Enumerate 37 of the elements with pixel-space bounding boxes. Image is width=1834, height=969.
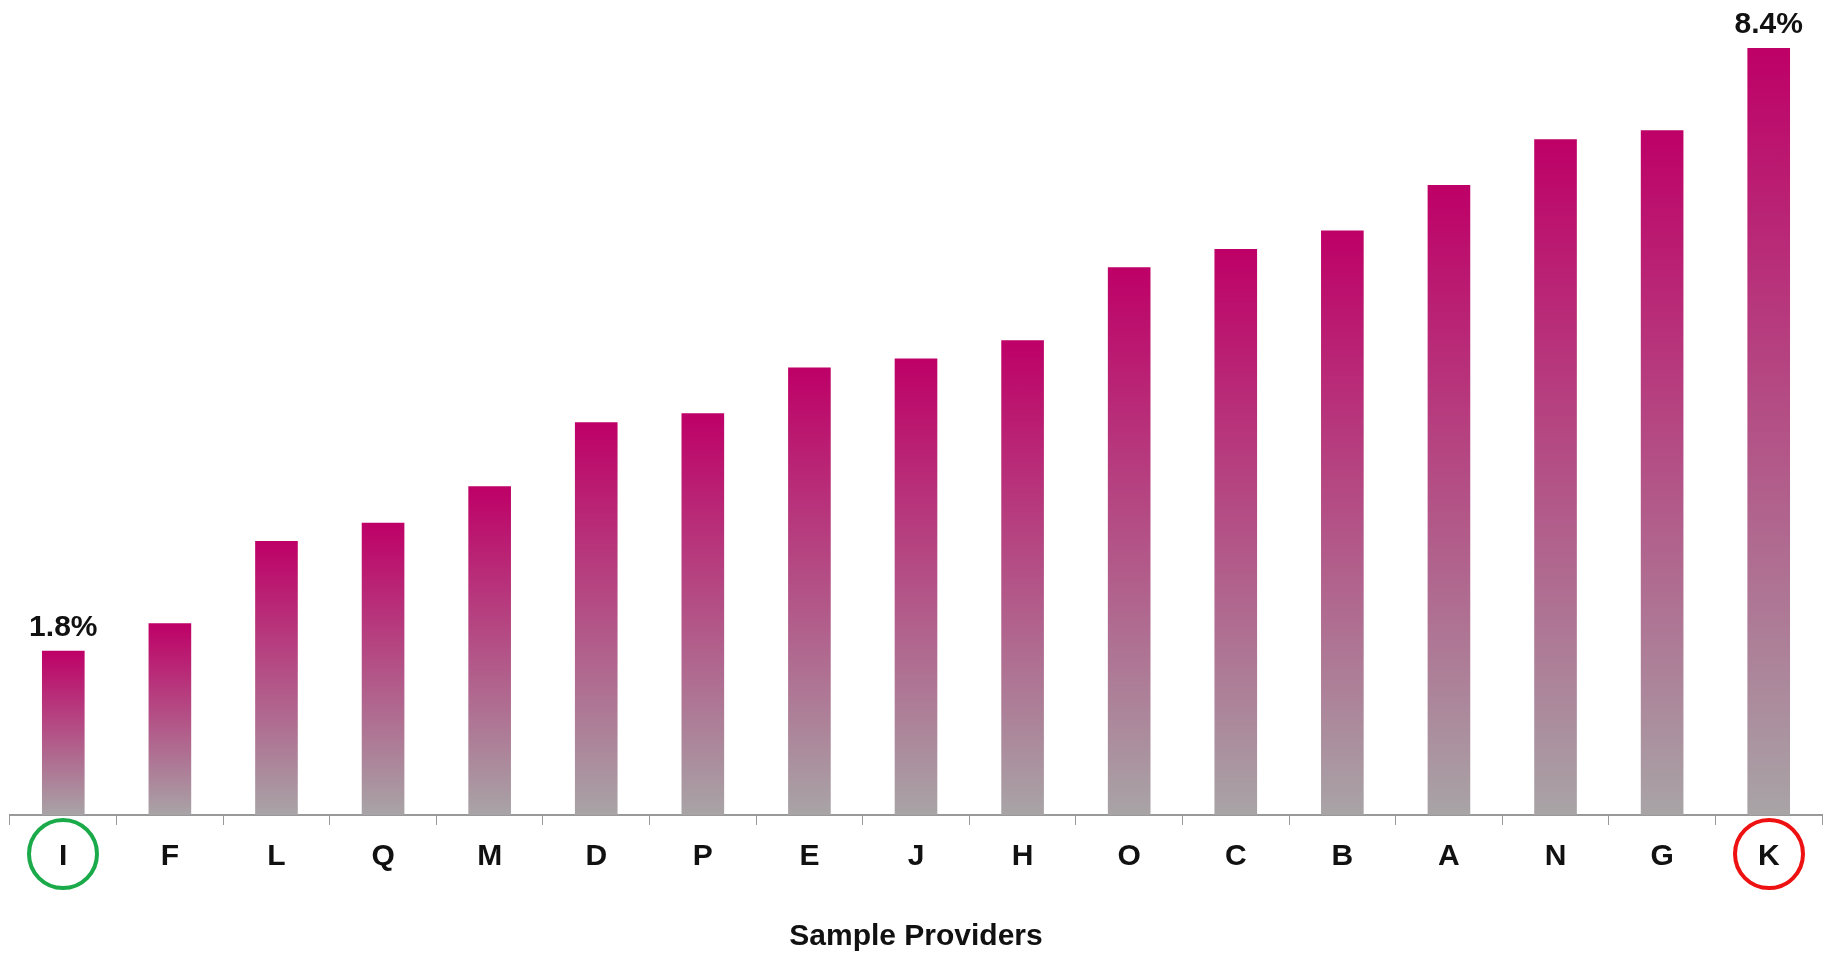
bar [1747,48,1791,815]
x-tick-label: B [1331,838,1354,872]
bar [148,623,192,815]
x-tick-label: G [1650,838,1674,872]
bar [1321,230,1364,815]
x-tick-label: C [1224,838,1247,872]
bar [788,367,831,815]
x-tick-label: O [1117,838,1141,872]
bar [41,650,85,815]
x-tick-label: E [799,838,820,872]
x-axis-title: Sample Providers [789,918,1043,952]
x-tick-label: D [585,838,608,872]
x-tick-label: I [59,838,68,872]
bar [1107,267,1151,815]
data-label: 8.4% [1734,6,1803,40]
x-tick-label: K [1757,838,1780,872]
bar [1534,139,1577,815]
x-tick-label: Q [371,838,395,872]
bar [1427,184,1471,815]
bar [681,413,725,815]
bar [574,422,618,815]
data-label: 1.8% [29,608,98,642]
x-tick-label: N [1544,838,1567,872]
x-tick-label: A [1438,838,1460,872]
x-tick-label: P [692,838,713,872]
bar [255,541,298,815]
bar [1640,130,1684,815]
bar [468,486,511,815]
bar [1214,248,1258,815]
x-tick-label: L [267,838,286,872]
x-tick-label: H [1011,838,1034,872]
bar [894,358,938,815]
bar [1001,340,1044,815]
x-tick-label: M [477,838,503,872]
x-tick-label: J [907,838,925,872]
bar [361,522,405,815]
x-tick-label: F [160,838,180,872]
